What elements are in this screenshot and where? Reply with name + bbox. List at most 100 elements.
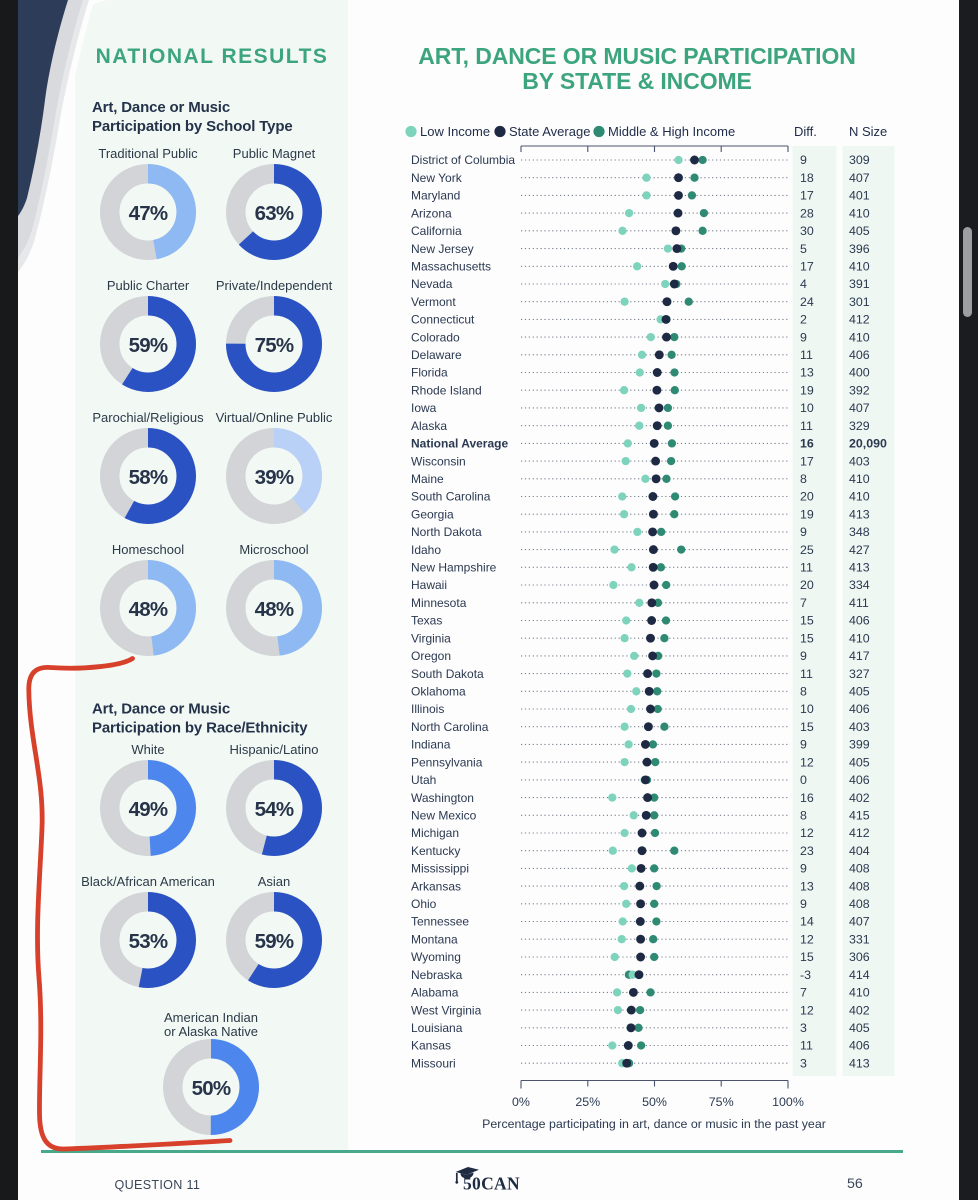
svg-text:ART, DANCE OR MUSIC PARTICIPAT: ART, DANCE OR MUSIC PARTICIPATION	[418, 43, 856, 69]
svg-text:Oregon: Oregon	[411, 649, 451, 663]
svg-text:10: 10	[800, 401, 814, 415]
svg-text:Delaware: Delaware	[411, 348, 462, 362]
svg-text:402: 402	[849, 791, 870, 805]
svg-text:Kansas: Kansas	[411, 1039, 451, 1053]
svg-text:Texas: Texas	[411, 614, 442, 628]
svg-text:Iowa: Iowa	[411, 401, 437, 415]
svg-text:25%: 25%	[575, 1095, 600, 1109]
svg-text:399: 399	[849, 738, 870, 752]
svg-text:Washington: Washington	[411, 791, 474, 805]
svg-text:Parochial/Religious: Parochial/Religious	[92, 410, 204, 425]
svg-text:30: 30	[800, 224, 814, 238]
svg-text:20: 20	[800, 578, 814, 592]
svg-text:15: 15	[800, 950, 814, 964]
svg-text:20,090: 20,090	[849, 437, 887, 451]
svg-text:16: 16	[800, 791, 814, 805]
svg-text:BY STATE & INCOME: BY STATE & INCOME	[522, 68, 752, 94]
svg-text:50CAN: 50CAN	[463, 1174, 520, 1194]
svg-text:19: 19	[800, 383, 814, 397]
svg-text:North Carolina: North Carolina	[411, 720, 489, 734]
svg-text:100%: 100%	[772, 1095, 804, 1109]
svg-text:18: 18	[800, 171, 814, 185]
svg-text:392: 392	[849, 383, 870, 397]
svg-text:Minnesota: Minnesota	[411, 596, 467, 610]
svg-text:417: 417	[849, 649, 870, 663]
svg-text:Wyoming: Wyoming	[411, 950, 461, 964]
svg-text:Georgia: Georgia	[411, 507, 454, 521]
svg-text:14: 14	[800, 915, 814, 929]
svg-text:0: 0	[800, 773, 807, 787]
svg-text:9: 9	[800, 525, 807, 539]
svg-text:334: 334	[849, 578, 870, 592]
svg-text:9: 9	[800, 738, 807, 752]
svg-text:402: 402	[849, 1003, 870, 1017]
svg-text:Participation by Race/Ethnicit: Participation by Race/Ethnicity	[92, 720, 308, 737]
svg-text:South Carolina: South Carolina	[411, 490, 491, 504]
svg-text:301: 301	[849, 295, 870, 309]
svg-text:15: 15	[800, 631, 814, 645]
svg-text:Nevada: Nevada	[411, 277, 453, 291]
svg-text:Ohio: Ohio	[411, 897, 437, 911]
svg-text:405: 405	[849, 224, 870, 238]
svg-text:414: 414	[849, 968, 870, 982]
svg-text:Hispanic/Latino: Hispanic/Latino	[230, 742, 319, 757]
svg-text:329: 329	[849, 419, 870, 433]
svg-text:11: 11	[800, 1039, 813, 1053]
svg-text:Massachusetts: Massachusetts	[411, 260, 491, 274]
svg-text:3: 3	[800, 1021, 807, 1035]
svg-text:New York: New York	[411, 171, 463, 185]
svg-text:12: 12	[800, 932, 814, 946]
svg-text:49%: 49%	[129, 798, 168, 821]
svg-text:407: 407	[849, 401, 870, 415]
svg-text:Black/African American: Black/African American	[81, 874, 215, 889]
svg-text:0%: 0%	[512, 1095, 530, 1109]
svg-text:-3: -3	[800, 968, 811, 982]
svg-text:12: 12	[800, 826, 814, 840]
svg-text:Art, Dance or Music: Art, Dance or Music	[92, 701, 230, 718]
svg-text:Nebraska: Nebraska	[411, 968, 463, 982]
svg-text:406: 406	[849, 348, 870, 362]
svg-text:39%: 39%	[255, 466, 294, 489]
svg-text:410: 410	[849, 206, 870, 220]
svg-text:407: 407	[849, 915, 870, 929]
svg-text:9: 9	[800, 153, 807, 167]
svg-text:Idaho: Idaho	[411, 543, 441, 557]
svg-text:59%: 59%	[129, 334, 168, 357]
svg-text:403: 403	[849, 454, 870, 468]
svg-text:412: 412	[849, 826, 870, 840]
svg-text:West Virginia: West Virginia	[411, 1003, 482, 1017]
svg-text:Participation by School Type: Participation by School Type	[92, 118, 293, 135]
svg-text:Middle & High Income: Middle & High Income	[608, 124, 735, 139]
svg-text:13: 13	[800, 879, 814, 893]
svg-text:327: 327	[849, 667, 870, 681]
svg-text:54%: 54%	[255, 798, 294, 821]
svg-text:Michigan: Michigan	[411, 826, 459, 840]
svg-text:Hawaii: Hawaii	[411, 578, 447, 592]
svg-text:8: 8	[800, 472, 807, 486]
svg-text:3: 3	[800, 1056, 807, 1070]
svg-text:48%: 48%	[255, 598, 294, 621]
svg-text:Connecticut: Connecticut	[411, 313, 475, 327]
svg-text:Missouri: Missouri	[411, 1056, 456, 1070]
svg-text:28: 28	[800, 206, 814, 220]
svg-text:24: 24	[800, 295, 814, 309]
svg-text:405: 405	[849, 755, 870, 769]
svg-text:25: 25	[800, 543, 814, 557]
svg-text:Microschool: Microschool	[239, 542, 308, 557]
svg-text:7: 7	[800, 596, 807, 610]
svg-text:50%: 50%	[192, 1077, 231, 1100]
svg-text:75%: 75%	[255, 334, 294, 357]
svg-text:Homeschool: Homeschool	[112, 542, 184, 557]
svg-text:4: 4	[800, 277, 807, 291]
svg-text:408: 408	[849, 897, 870, 911]
svg-text:9: 9	[800, 330, 807, 344]
svg-text:48%: 48%	[129, 598, 168, 621]
svg-text:New Jersey: New Jersey	[411, 242, 474, 256]
svg-text:413: 413	[849, 507, 870, 521]
svg-text:12: 12	[800, 1003, 814, 1017]
svg-text:Kentucky: Kentucky	[411, 844, 460, 858]
svg-text:348: 348	[849, 525, 870, 539]
svg-text:Arkansas: Arkansas	[411, 879, 461, 893]
svg-text:412: 412	[849, 313, 870, 327]
svg-text:23: 23	[800, 844, 814, 858]
